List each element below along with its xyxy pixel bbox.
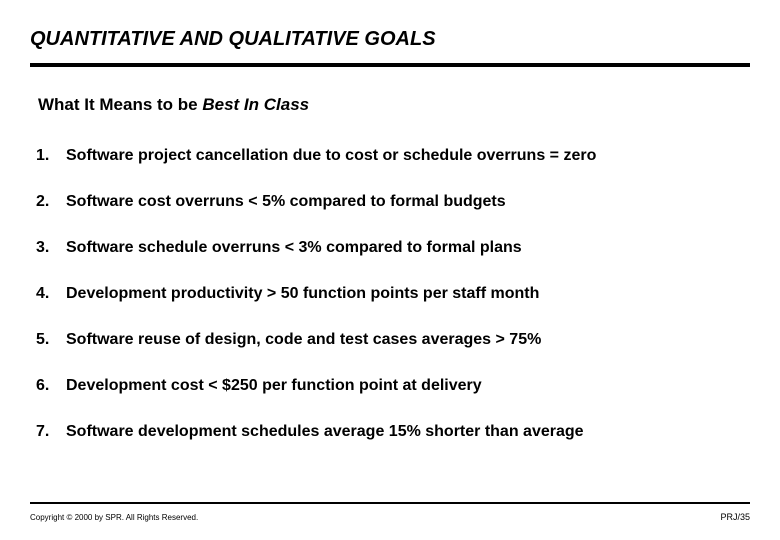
list-item: 4. Development productivity > 50 functio… — [36, 285, 750, 303]
item-number: 5. — [36, 331, 66, 349]
item-text: Software development schedules average 1… — [66, 423, 584, 441]
subtitle-prefix: What It Means to be — [38, 95, 202, 114]
item-text: Software cost overruns < 5% compared to … — [66, 193, 506, 211]
item-number: 4. — [36, 285, 66, 303]
list-item: 6. Development cost < $250 per function … — [36, 377, 750, 395]
list-item: 1. Software project cancellation due to … — [36, 147, 750, 165]
item-number: 1. — [36, 147, 66, 165]
item-text: Software schedule overruns < 3% compared… — [66, 239, 522, 257]
footer-divider — [30, 502, 750, 504]
item-number: 2. — [36, 193, 66, 211]
item-text: Development cost < $250 per function poi… — [66, 377, 482, 395]
page-title: QUANTITATIVE AND QUALITATIVE GOALS — [30, 28, 750, 51]
item-number: 7. — [36, 423, 66, 441]
goals-list: 1. Software project cancellation due to … — [36, 147, 750, 441]
list-item: 7. Software development schedules averag… — [36, 423, 750, 441]
list-item: 2. Software cost overruns < 5% compared … — [36, 193, 750, 211]
item-text: Software reuse of design, code and test … — [66, 331, 541, 349]
subtitle-emphasis: Best In Class — [202, 95, 309, 114]
item-number: 3. — [36, 239, 66, 257]
title-divider — [30, 63, 750, 67]
item-text: Development productivity > 50 function p… — [66, 285, 539, 303]
item-text: Software project cancellation due to cos… — [66, 147, 596, 165]
list-item: 3. Software schedule overruns < 3% compa… — [36, 239, 750, 257]
list-item: 5. Software reuse of design, code and te… — [36, 331, 750, 349]
copyright-text: Copyright © 2000 by SPR. All Rights Rese… — [30, 513, 198, 522]
item-number: 6. — [36, 377, 66, 395]
page-number: PRJ/35 — [720, 512, 750, 522]
subtitle: What It Means to be Best In Class — [38, 95, 750, 115]
